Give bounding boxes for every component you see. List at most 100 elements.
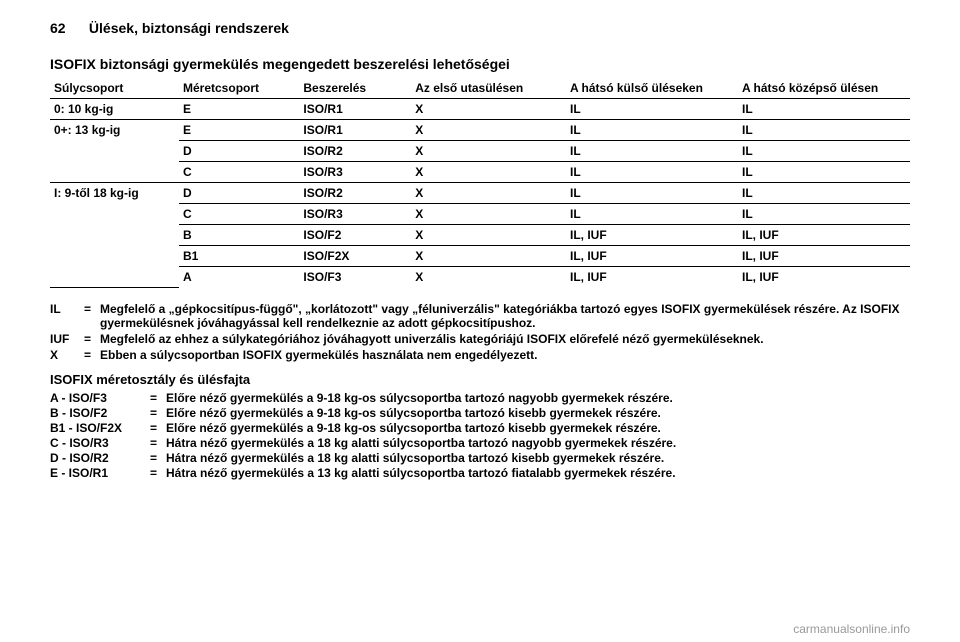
- table-header-row: Súlycsoport Méretcsoport Beszerelés Az e…: [50, 78, 910, 99]
- cell-weight: [50, 141, 179, 162]
- cell-rear_center: IL: [738, 141, 910, 162]
- sizeclass-key: E - ISO/R1: [50, 466, 150, 480]
- cell-rear_outer: IL, IUF: [566, 246, 738, 267]
- sizeclass-row: A - ISO/F3=Előre néző gyermekülés a 9-18…: [50, 391, 910, 405]
- section-title: Ülések, biztonsági rendszerek: [89, 20, 289, 36]
- cell-size: E: [179, 120, 299, 141]
- cell-weight: 0+: 13 kg-ig: [50, 120, 179, 141]
- table-row: DISO/R2XILIL: [50, 141, 910, 162]
- sizeclass-text: Előre néző gyermekülés a 9-18 kg-os súly…: [166, 406, 910, 420]
- legend-key: IUF: [50, 332, 84, 346]
- cell-size: C: [179, 162, 299, 183]
- legend-key: IL: [50, 302, 84, 330]
- table-row: 0+: 13 kg-igEISO/R1XILIL: [50, 120, 910, 141]
- sizeclass-row: B - ISO/F2=Előre néző gyermekülés a 9-18…: [50, 406, 910, 420]
- legend-text: Ebben a súlycsoportban ISOFIX gyermekülé…: [100, 348, 910, 362]
- cell-fix: ISO/R1: [299, 99, 411, 120]
- col-rear-center: A hátsó középső ülésen: [738, 78, 910, 99]
- cell-weight: [50, 225, 179, 246]
- legend-text: Megfelelő az ehhez a súlykategóriához jó…: [100, 332, 910, 346]
- sizeclass-eq: =: [150, 421, 166, 435]
- legend-row: IUF=Megfelelő az ehhez a súlykategóriáho…: [50, 332, 910, 346]
- table-row: 0: 10 kg-igEISO/R1XILIL: [50, 99, 910, 120]
- cell-fix: ISO/R3: [299, 204, 411, 225]
- col-fixture: Beszerelés: [299, 78, 411, 99]
- cell-rear_outer: IL: [566, 120, 738, 141]
- page-number: 62: [50, 20, 66, 36]
- table-row: AISO/F3XIL, IUFIL, IUF: [50, 267, 910, 288]
- cell-size: C: [179, 204, 299, 225]
- sizeclass-eq: =: [150, 406, 166, 420]
- col-size: Méretcsoport: [179, 78, 299, 99]
- cell-front: X: [411, 99, 566, 120]
- sizeclass-title: ISOFIX méretosztály és ülésfajta: [50, 372, 910, 387]
- cell-weight: [50, 162, 179, 183]
- cell-rear_center: IL, IUF: [738, 246, 910, 267]
- cell-size: E: [179, 99, 299, 120]
- cell-rear_center: IL: [738, 162, 910, 183]
- page-header: 62 Ülések, biztonsági rendszerek: [50, 20, 910, 36]
- cell-size: B1: [179, 246, 299, 267]
- cell-weight: I: 9-től 18 kg-ig: [50, 183, 179, 204]
- cell-fix: ISO/F3: [299, 267, 411, 288]
- sizeclass-text: Hátra néző gyermekülés a 18 kg alatti sú…: [166, 451, 910, 465]
- cell-fix: ISO/R1: [299, 120, 411, 141]
- watermark: carmanualsonline.info: [793, 622, 910, 636]
- cell-front: X: [411, 141, 566, 162]
- cell-rear_center: IL: [738, 120, 910, 141]
- table-row: BISO/F2XIL, IUFIL, IUF: [50, 225, 910, 246]
- cell-fix: ISO/R3: [299, 162, 411, 183]
- sizeclass-eq: =: [150, 466, 166, 480]
- col-rear-outer: A hátsó külső üléseken: [566, 78, 738, 99]
- legend-row: X=Ebben a súlycsoportban ISOFIX gyermekü…: [50, 348, 910, 362]
- sizeclass-text: Előre néző gyermekülés a 9-18 kg-os súly…: [166, 421, 910, 435]
- cell-size: A: [179, 267, 299, 288]
- sizeclass-key: B - ISO/F2: [50, 406, 150, 420]
- table-row: B1ISO/F2XXIL, IUFIL, IUF: [50, 246, 910, 267]
- isofix-table: Súlycsoport Méretcsoport Beszerelés Az e…: [50, 78, 910, 288]
- legend-eq: =: [84, 332, 100, 346]
- legend-eq: =: [84, 348, 100, 362]
- cell-size: D: [179, 141, 299, 162]
- legend-row: IL=Megfelelő a „gépkocsitípus-függő", „k…: [50, 302, 910, 330]
- table-row: CISO/R3XILIL: [50, 162, 910, 183]
- cell-rear_outer: IL: [566, 183, 738, 204]
- cell-rear_center: IL: [738, 99, 910, 120]
- cell-size: B: [179, 225, 299, 246]
- cell-front: X: [411, 183, 566, 204]
- sizeclass-block: A - ISO/F3=Előre néző gyermekülés a 9-18…: [50, 391, 910, 480]
- cell-rear_center: IL, IUF: [738, 267, 910, 288]
- sizeclass-text: Hátra néző gyermekülés a 13 kg alatti sú…: [166, 466, 910, 480]
- sizeclass-key: D - ISO/R2: [50, 451, 150, 465]
- table-row: I: 9-től 18 kg-igDISO/R2XILIL: [50, 183, 910, 204]
- cell-weight: 0: 10 kg-ig: [50, 99, 179, 120]
- legend-text: Megfelelő a „gépkocsitípus-függő", „korl…: [100, 302, 910, 330]
- cell-weight: [50, 267, 179, 288]
- cell-size: D: [179, 183, 299, 204]
- cell-rear_outer: IL: [566, 99, 738, 120]
- cell-rear_outer: IL: [566, 141, 738, 162]
- cell-rear_center: IL, IUF: [738, 225, 910, 246]
- cell-weight: [50, 204, 179, 225]
- cell-rear_outer: IL: [566, 162, 738, 183]
- cell-fix: ISO/R2: [299, 141, 411, 162]
- legend-block: IL=Megfelelő a „gépkocsitípus-függő", „k…: [50, 302, 910, 362]
- cell-front: X: [411, 246, 566, 267]
- cell-rear_center: IL: [738, 204, 910, 225]
- cell-front: X: [411, 162, 566, 183]
- document-title: ISOFIX biztonsági gyermekülés megengedet…: [50, 56, 910, 72]
- sizeclass-key: A - ISO/F3: [50, 391, 150, 405]
- legend-key: X: [50, 348, 84, 362]
- cell-weight: [50, 246, 179, 267]
- cell-front: X: [411, 225, 566, 246]
- cell-fix: ISO/F2: [299, 225, 411, 246]
- sizeclass-row: B1 - ISO/F2X=Előre néző gyermekülés a 9-…: [50, 421, 910, 435]
- sizeclass-eq: =: [150, 451, 166, 465]
- cell-rear_outer: IL, IUF: [566, 267, 738, 288]
- sizeclass-eq: =: [150, 391, 166, 405]
- sizeclass-row: D - ISO/R2=Hátra néző gyermekülés a 18 k…: [50, 451, 910, 465]
- cell-fix: ISO/F2X: [299, 246, 411, 267]
- table-row: CISO/R3XILIL: [50, 204, 910, 225]
- cell-rear_outer: IL, IUF: [566, 225, 738, 246]
- sizeclass-key: B1 - ISO/F2X: [50, 421, 150, 435]
